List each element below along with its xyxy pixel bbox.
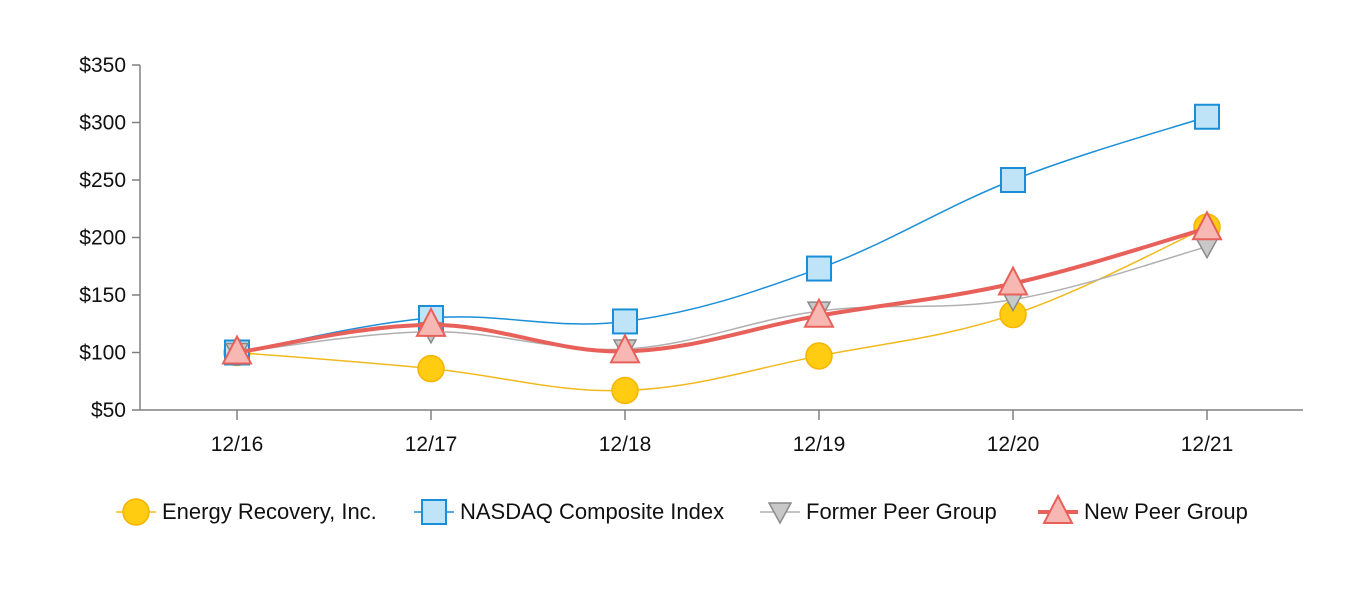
data-point-nasdaq-composite-index xyxy=(1000,167,1026,193)
data-point-former-peer-group xyxy=(1194,236,1220,260)
legend-marker xyxy=(1042,493,1074,524)
data-point-nasdaq-composite-index xyxy=(1194,103,1220,130)
legend-marker xyxy=(421,499,447,525)
y-tick-label: $250 xyxy=(79,169,126,192)
legend-swatch-former-peer-group xyxy=(760,502,800,525)
data-point-new-peer-group xyxy=(997,265,1029,296)
series-nasdaq-composite-index xyxy=(224,103,1220,366)
legend-swatch-nasdaq-composite-index xyxy=(414,499,454,525)
legend-marker xyxy=(767,502,793,525)
data-point-new-peer-group xyxy=(609,333,641,364)
data-point-energy-recovery-inc xyxy=(805,342,833,370)
x-tick-label: 12/16 xyxy=(211,433,264,456)
legend-label: Former Peer Group xyxy=(806,499,997,524)
series-line-new-peer-group xyxy=(236,226,1208,355)
data-point-nasdaq-composite-index xyxy=(612,308,638,335)
y-tick-label: $150 xyxy=(79,284,126,307)
y-tick-label: $100 xyxy=(79,342,126,365)
legend-item-former-peer-group: Former Peer Group xyxy=(758,490,997,534)
y-tick-label: $300 xyxy=(79,112,126,135)
legend-label: NASDAQ Composite Index xyxy=(460,499,725,524)
data-point-energy-recovery-inc xyxy=(611,376,639,405)
data-point-new-peer-group xyxy=(221,334,253,365)
series-line-former-peer-group xyxy=(236,245,1208,354)
legend-label: New Peer Group xyxy=(1084,499,1248,524)
y-tick-label: $50 xyxy=(91,399,126,422)
data-point-new-peer-group xyxy=(803,297,835,328)
data-point-energy-recovery-inc xyxy=(417,354,445,383)
data-point-nasdaq-composite-index xyxy=(806,255,832,282)
legend-swatch-energy-recovery-inc xyxy=(116,498,156,526)
legend-label: Energy Recovery, Inc. xyxy=(162,499,377,524)
series-line-nasdaq-composite-index xyxy=(236,116,1208,354)
x-tick-label: 12/19 xyxy=(793,433,846,456)
x-tick-label: 12/20 xyxy=(987,433,1040,456)
y-tick-label: $350 xyxy=(79,54,126,77)
legend-swatch-new-peer-group xyxy=(1038,493,1078,524)
series-layer xyxy=(221,103,1223,405)
legend-marker xyxy=(122,498,150,526)
chart-axes: $50 $100 $150 $200 $250 $300 $350 12/16 12/17 12/… xyxy=(79,54,1303,456)
legend-item-nasdaq-composite-index: NASDAQ Composite Index xyxy=(412,490,724,534)
series-energy-recovery-inc xyxy=(223,213,1221,405)
data-point-new-peer-group xyxy=(1191,210,1223,241)
x-tick-label: 12/17 xyxy=(405,433,458,456)
series-line-energy-recovery-inc xyxy=(236,226,1208,392)
data-point-new-peer-group xyxy=(415,306,447,337)
legend-item-new-peer-group: New Peer Group xyxy=(1036,490,1248,534)
x-tick-label: 12/18 xyxy=(599,433,652,456)
chart-legend: Energy Recovery, Inc. NASDAQ Composite In… xyxy=(0,490,1368,534)
series-new-peer-group xyxy=(221,210,1223,365)
legend-item-energy-recovery-inc: Energy Recovery, Inc. xyxy=(114,490,377,534)
y-tick-label: $200 xyxy=(79,227,126,250)
x-tick-label: 12/21 xyxy=(1181,433,1234,456)
